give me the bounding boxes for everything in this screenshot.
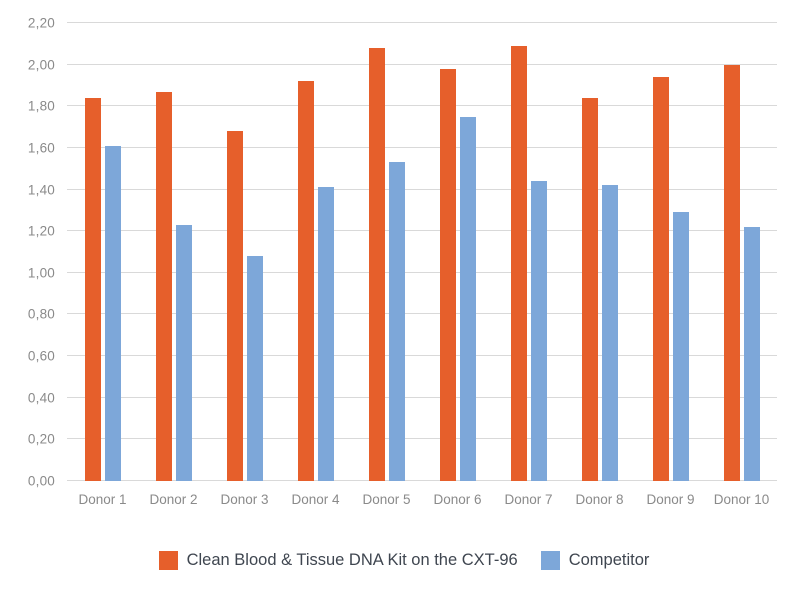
y-axis-tick-label: 0,80 <box>27 306 55 322</box>
bar <box>459 116 476 481</box>
x-axis-category-label: Donor 7 <box>504 492 553 507</box>
bar <box>743 227 760 481</box>
gridline <box>67 63 777 65</box>
y-axis-tick-label: 0,00 <box>27 473 55 489</box>
x-axis-category-label: Donor 9 <box>646 492 695 507</box>
gridline <box>67 396 777 398</box>
legend-swatch-orange <box>158 551 178 570</box>
bar-group <box>706 23 777 481</box>
bar <box>723 64 740 481</box>
bar-group <box>209 23 280 481</box>
gridline <box>67 438 777 440</box>
x-axis-category-label: Donor 6 <box>433 492 482 507</box>
legend-item-kit: Clean Blood & Tissue DNA Kit on the CXT-… <box>158 551 518 570</box>
x-axis: Donor 1 Donor 2 Donor 3 Donor 4 Donor 5 Donor… <box>67 492 777 507</box>
bar <box>601 185 618 481</box>
bar-group <box>635 23 706 481</box>
bar <box>530 181 547 481</box>
bar <box>672 212 689 481</box>
bar <box>581 97 598 481</box>
bar-group <box>351 23 422 481</box>
gridline <box>67 271 777 273</box>
bar-series-area <box>67 23 777 481</box>
y-axis-tick-label: 1,40 <box>27 182 55 198</box>
legend-item-competitor: Competitor <box>540 551 650 570</box>
bar <box>226 131 243 481</box>
bar-group <box>280 23 351 481</box>
x-axis-category-label: Donor 1 <box>78 492 127 507</box>
bar <box>388 162 405 481</box>
y-axis-tick-label: 1,00 <box>27 265 55 281</box>
gridline <box>67 22 777 23</box>
y-axis-tick-label: 2,00 <box>27 57 55 73</box>
x-axis-category-label: Donor 5 <box>362 492 411 507</box>
y-axis-tick-label: 0,40 <box>27 390 55 406</box>
x-axis-category-label: Donor 10 <box>713 492 770 507</box>
legend-swatch-blue <box>540 551 560 570</box>
bar <box>297 81 314 481</box>
bar-group <box>138 23 209 481</box>
bar <box>155 91 172 481</box>
bar <box>368 47 385 481</box>
x-axis-category-label: Donor 4 <box>291 492 340 507</box>
y-axis: 0,00 0,20 0,40 0,60 0,80 1,00 1,20 1,40 1,60 1,80… <box>0 16 55 489</box>
legend-label-kit: Clean Blood & Tissue DNA Kit on the CXT-… <box>186 551 518 569</box>
x-axis-category-label: Donor 2 <box>149 492 198 507</box>
bar <box>652 77 669 481</box>
bar <box>510 45 527 481</box>
y-axis-tick-label: 2,20 <box>27 15 55 31</box>
gridline <box>67 188 777 190</box>
bar-group <box>564 23 635 481</box>
bar-group <box>67 23 138 481</box>
bar <box>175 224 192 481</box>
bar-group <box>422 23 493 481</box>
gridline <box>67 230 777 232</box>
bar <box>104 145 121 481</box>
y-axis-tick-label: 1,80 <box>27 98 55 114</box>
gridline <box>67 146 777 148</box>
legend-label-competitor: Competitor <box>568 551 650 569</box>
bar <box>439 68 456 481</box>
gridline <box>67 355 777 357</box>
gridline <box>67 313 777 315</box>
plot-area <box>67 22 777 481</box>
y-axis-tick-label: 1,20 <box>27 223 55 239</box>
legend: Clean Blood & Tissue DNA Kit on the CXT-… <box>0 551 808 570</box>
bar <box>246 256 263 481</box>
y-axis-tick-label: 1,60 <box>27 140 55 156</box>
x-axis-category-label: Donor 3 <box>220 492 269 507</box>
gridline <box>67 105 777 107</box>
y-axis-tick-label: 0,20 <box>27 431 55 447</box>
gridline <box>67 480 777 481</box>
x-axis-category-label: Donor 8 <box>575 492 624 507</box>
bar <box>317 187 334 481</box>
bar-group <box>493 23 564 481</box>
y-axis-tick-label: 0,60 <box>27 348 55 364</box>
bar <box>84 97 101 481</box>
